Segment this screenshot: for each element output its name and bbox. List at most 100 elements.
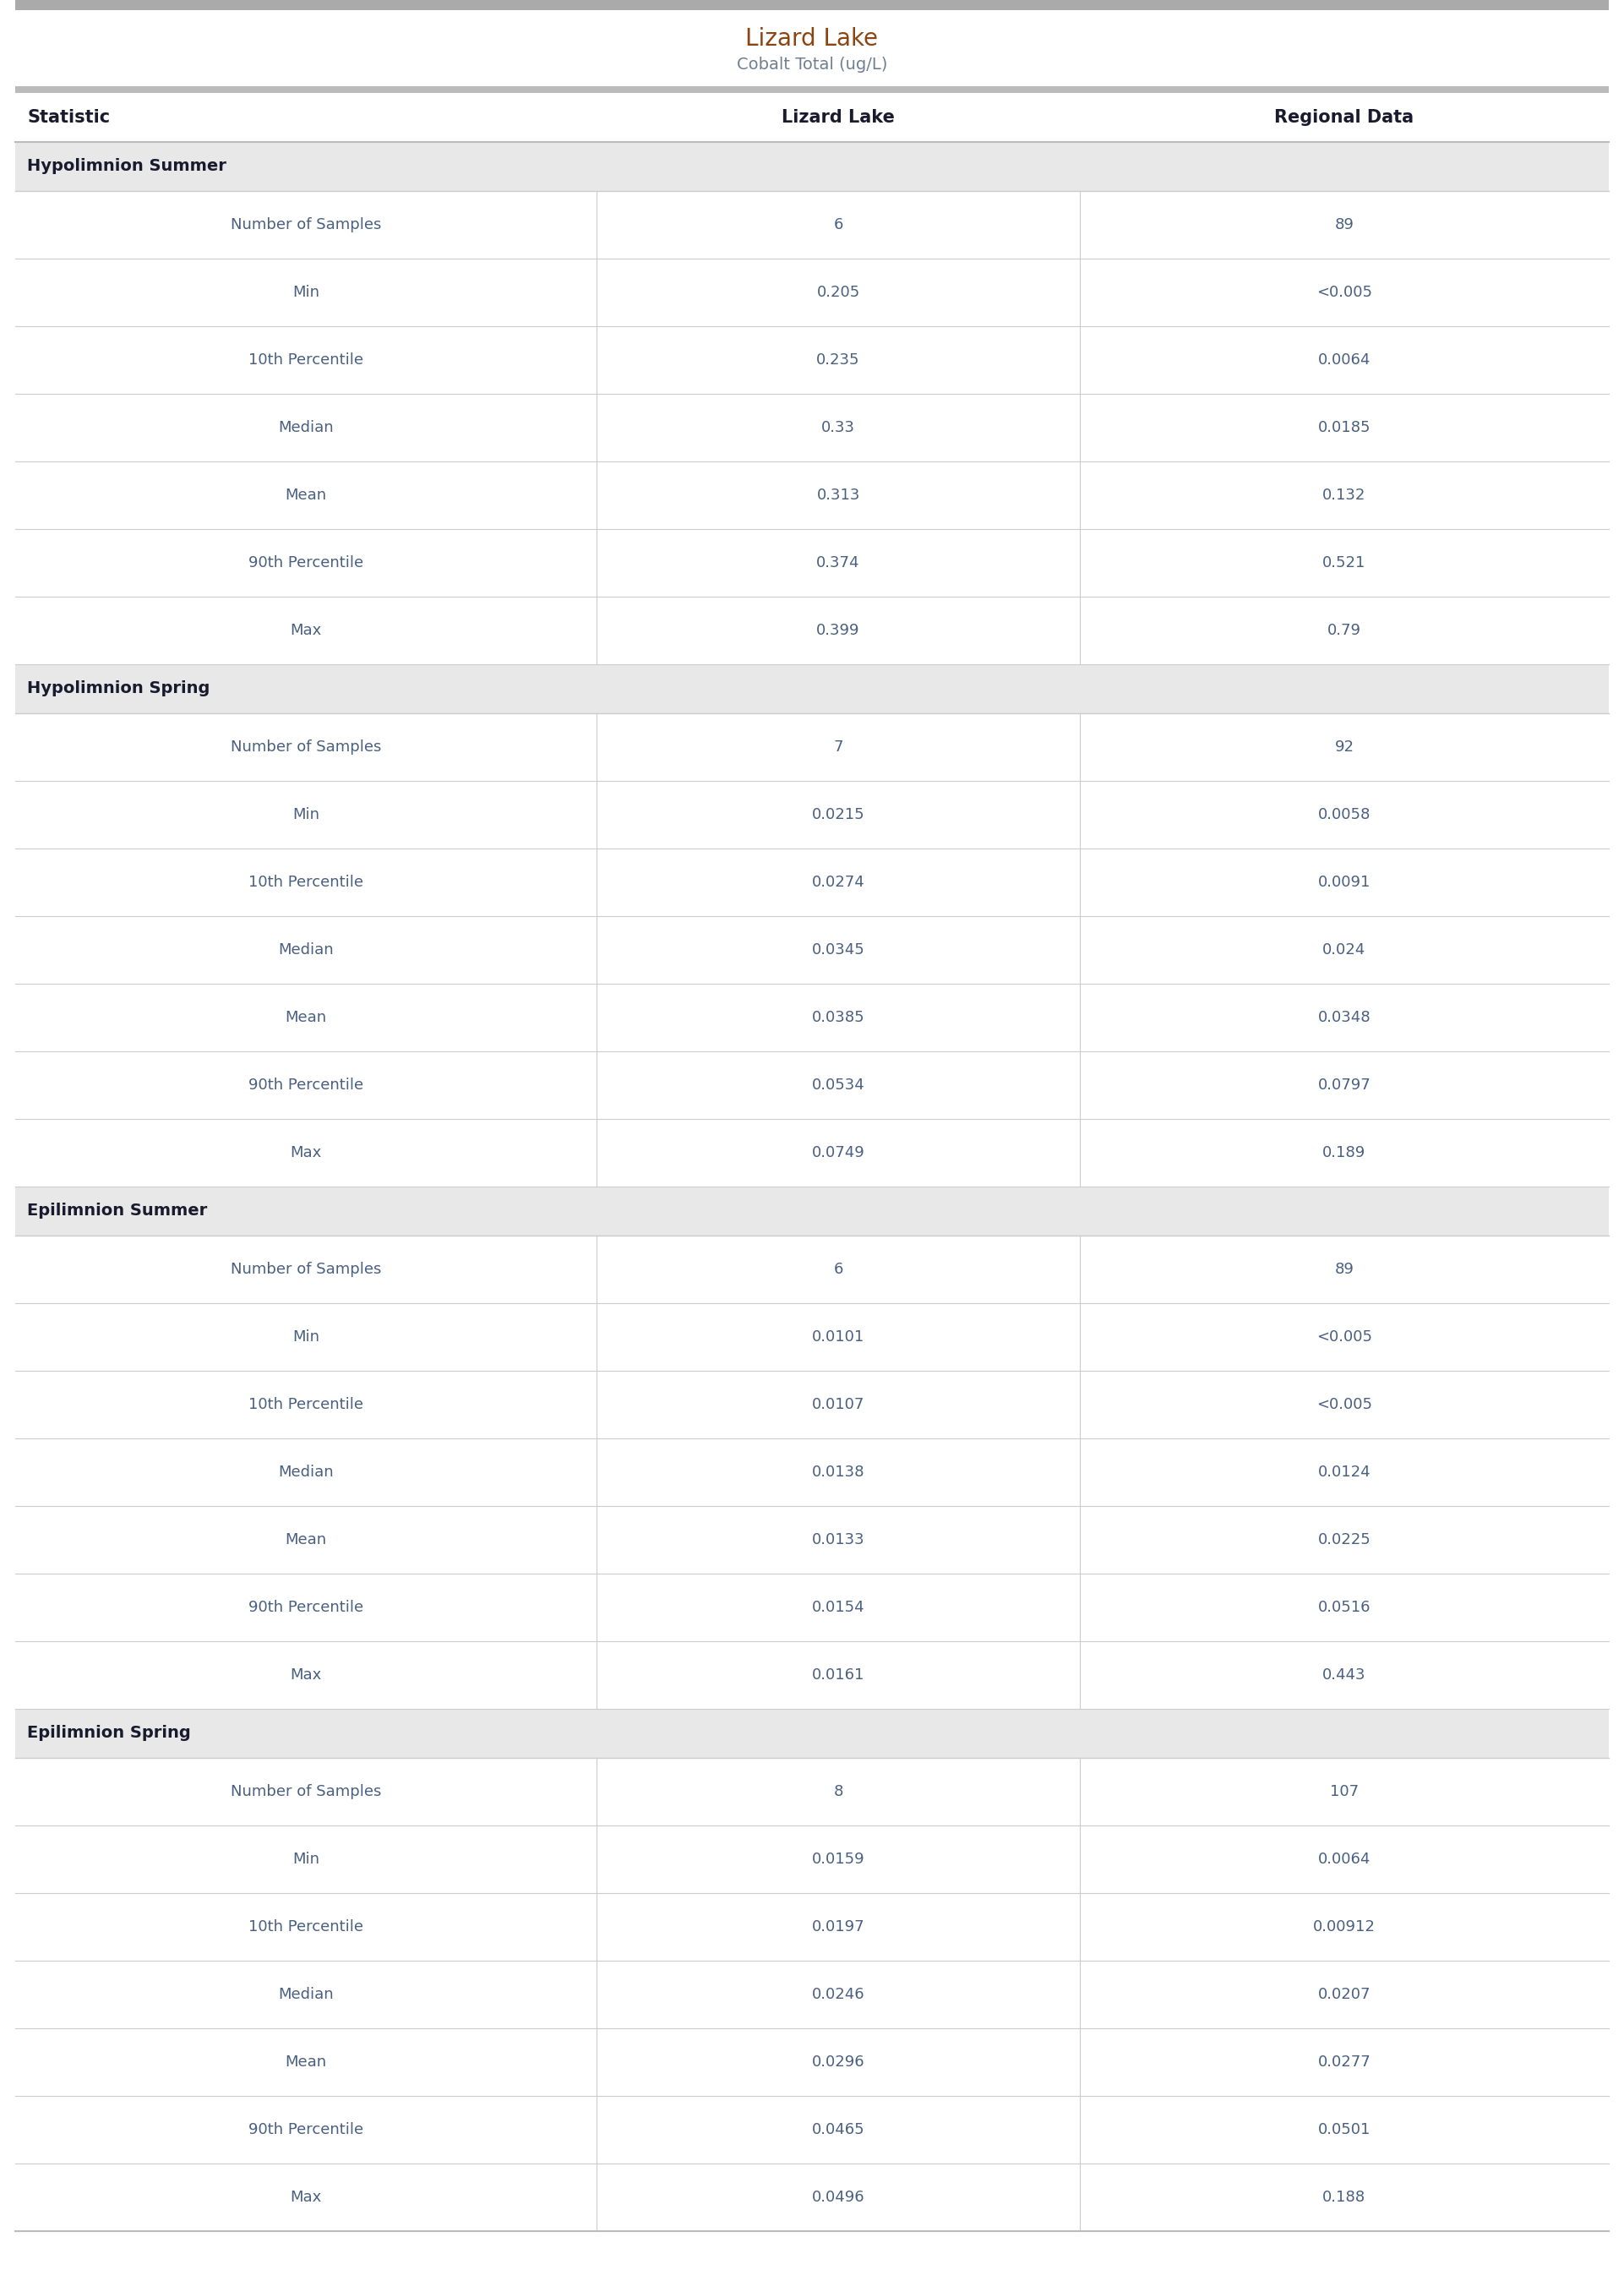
Text: 90th Percentile: 90th Percentile [248,1600,364,1614]
Text: 0.0133: 0.0133 [812,1532,864,1548]
Text: Mean: Mean [286,1532,326,1548]
Text: Number of Samples: Number of Samples [231,218,382,232]
Text: Hypolimnion Summer: Hypolimnion Summer [28,159,226,175]
Text: 10th Percentile: 10th Percentile [248,1396,364,1412]
Text: Hypolimnion Spring: Hypolimnion Spring [28,681,209,697]
Text: 0.235: 0.235 [817,352,861,368]
Text: Max: Max [291,1144,322,1160]
Text: Statistic: Statistic [28,109,110,125]
Bar [15,1303,1609,1371]
Text: Number of Samples: Number of Samples [231,1784,382,1800]
Text: 89: 89 [1335,218,1354,232]
Text: 0.0215: 0.0215 [812,808,864,822]
Bar [15,1641,1609,1709]
Text: 0.189: 0.189 [1322,1144,1366,1160]
Text: Epilimnion Summer: Epilimnion Summer [28,1203,208,1219]
Text: Cobalt Total (ug/L): Cobalt Total (ug/L) [737,57,887,73]
Text: Lizard Lake: Lizard Lake [745,27,879,50]
Bar [15,1187,1609,1235]
Text: 0.0138: 0.0138 [812,1464,864,1480]
Text: Min: Min [292,1852,320,1866]
Text: 0.132: 0.132 [1322,488,1366,504]
Text: 0.0091: 0.0091 [1319,874,1371,890]
Text: 0.0161: 0.0161 [812,1668,864,1682]
Text: Max: Max [291,622,322,638]
Text: Min: Min [292,808,320,822]
Bar [15,1439,1609,1505]
Bar [15,1119,1609,1187]
Text: 0.0797: 0.0797 [1317,1078,1371,1092]
Bar [15,917,1609,983]
Bar [15,529,1609,597]
Text: 0.0345: 0.0345 [812,942,866,958]
Bar [15,1371,1609,1439]
Text: 92: 92 [1335,740,1354,754]
Bar [15,665,1609,713]
Bar [15,597,1609,665]
Text: 0.0197: 0.0197 [812,1918,864,1934]
Bar [15,2095,1609,2163]
Text: Median: Median [278,1986,335,2002]
Bar [15,393,1609,461]
Text: 0.0385: 0.0385 [812,1010,864,1026]
Bar [15,781,1609,849]
Text: 0.399: 0.399 [817,622,861,638]
Text: 10th Percentile: 10th Percentile [248,1918,364,1934]
Text: 0.0296: 0.0296 [812,2054,864,2070]
Bar [15,86,1609,93]
Text: 0.00912: 0.00912 [1314,1918,1376,1934]
Text: 7: 7 [833,740,843,754]
Bar [15,1709,1609,1757]
Text: 0.0348: 0.0348 [1317,1010,1371,1026]
Text: 0.0064: 0.0064 [1319,352,1371,368]
Bar [15,849,1609,917]
Text: 0.521: 0.521 [1322,556,1366,570]
Bar [15,1893,1609,1961]
Text: 0.0274: 0.0274 [812,874,866,890]
Text: 0.0246: 0.0246 [812,1986,864,2002]
Text: Regional Data: Regional Data [1275,109,1415,125]
Text: 0.313: 0.313 [817,488,861,504]
Text: Epilimnion Spring: Epilimnion Spring [28,1725,190,1741]
Text: 0.188: 0.188 [1322,2191,1366,2204]
Bar [15,983,1609,1051]
Text: 0.0124: 0.0124 [1317,1464,1371,1480]
Text: 0.0465: 0.0465 [812,2122,864,2138]
Text: 89: 89 [1335,1262,1354,1278]
Text: 0.205: 0.205 [817,284,861,300]
Text: Mean: Mean [286,1010,326,1026]
Text: 90th Percentile: 90th Percentile [248,2122,364,2138]
Text: 0.0225: 0.0225 [1317,1532,1371,1548]
Bar [15,2029,1609,2095]
Bar [15,713,1609,781]
Text: 0.0496: 0.0496 [812,2191,864,2204]
Text: 0.024: 0.024 [1322,942,1366,958]
Text: Median: Median [278,942,335,958]
Text: 0.0516: 0.0516 [1317,1600,1371,1614]
Text: 0.0501: 0.0501 [1319,2122,1371,2138]
Text: Median: Median [278,420,335,436]
Text: Mean: Mean [286,2054,326,2070]
Text: Min: Min [292,1330,320,1344]
Text: Mean: Mean [286,488,326,504]
Text: 0.0749: 0.0749 [812,1144,866,1160]
Text: 90th Percentile: 90th Percentile [248,556,364,570]
Bar [15,1961,1609,2029]
Text: 0.79: 0.79 [1327,622,1361,638]
Text: 6: 6 [833,218,843,232]
Text: 0.0159: 0.0159 [812,1852,864,1866]
Text: 0.443: 0.443 [1322,1668,1366,1682]
Text: 0.0277: 0.0277 [1317,2054,1371,2070]
Text: 0.374: 0.374 [817,556,861,570]
Text: <0.005: <0.005 [1317,284,1372,300]
Text: 0.0534: 0.0534 [812,1078,866,1092]
Text: 0.0058: 0.0058 [1319,808,1371,822]
Bar [15,0,1609,9]
Text: 10th Percentile: 10th Percentile [248,352,364,368]
Text: 0.0101: 0.0101 [812,1330,864,1344]
Bar [15,1051,1609,1119]
Bar [15,1505,1609,1573]
Text: 8: 8 [833,1784,843,1800]
Text: Min: Min [292,284,320,300]
Text: 0.0107: 0.0107 [812,1396,864,1412]
